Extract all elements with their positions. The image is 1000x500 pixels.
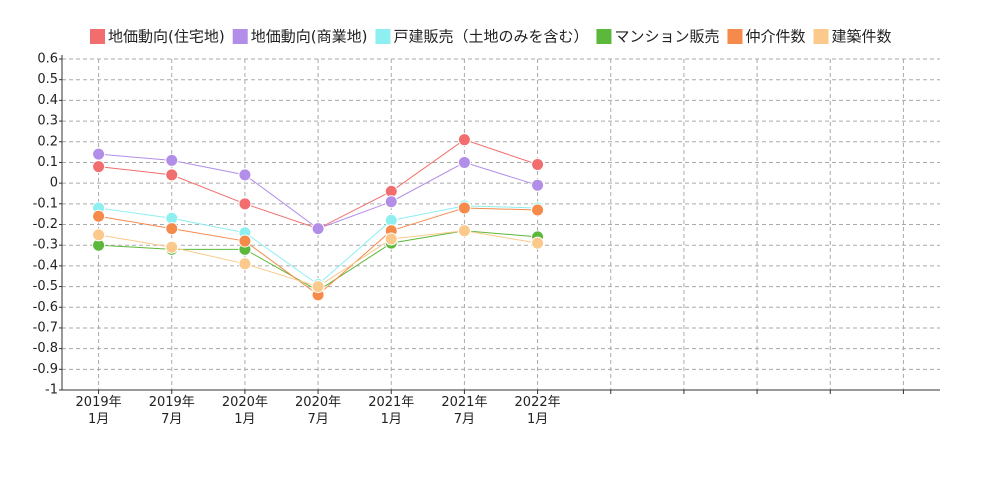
data-point xyxy=(384,195,398,209)
y-tick-label: 0.3 xyxy=(37,114,58,129)
data-point xyxy=(457,224,471,238)
data-point xyxy=(384,232,398,246)
y-tick-label: -0.6 xyxy=(33,300,58,315)
data-point xyxy=(92,209,106,223)
legend-swatch xyxy=(813,29,829,44)
data-point xyxy=(165,240,179,254)
data-point xyxy=(531,158,545,172)
y-tick-label: -0.3 xyxy=(33,238,58,253)
data-point xyxy=(238,168,252,182)
legend-label: 地価動向(住宅地) xyxy=(108,28,225,46)
data-point xyxy=(531,203,545,217)
legend-swatch xyxy=(232,29,248,44)
y-tick-label: 0.2 xyxy=(37,134,58,149)
legend-label: 建築件数 xyxy=(831,28,891,46)
y-tick-label: -0.8 xyxy=(33,341,58,356)
y-tick-label: -1 xyxy=(45,383,58,398)
x-tick-label: 2019年 1月 xyxy=(76,395,122,427)
x-tick-label: 2020年 7月 xyxy=(295,395,341,427)
data-point xyxy=(457,155,471,169)
x-tick-label: 2020年 1月 xyxy=(222,395,268,427)
data-point xyxy=(311,222,325,236)
legend-swatch xyxy=(596,29,612,44)
x-tick-label-line: 2020年 xyxy=(295,395,341,410)
y-tick-label: 0.5 xyxy=(37,72,58,87)
y-tick-label: -0.9 xyxy=(33,362,58,377)
data-point xyxy=(165,153,179,167)
y-tick-label: 0.1 xyxy=(37,155,58,170)
y-tick-label: -0.7 xyxy=(33,320,58,335)
x-tick-label-line: 7月 xyxy=(161,412,182,427)
x-tick-label-line: 7月 xyxy=(307,412,328,427)
y-tick-label: 0.6 xyxy=(37,52,58,67)
data-point xyxy=(531,178,545,192)
x-tick-label: 2019年 7月 xyxy=(149,395,195,427)
x-tick-label-line: 1月 xyxy=(527,412,548,427)
legend-swatch xyxy=(375,29,391,44)
y-tick-label: -0.4 xyxy=(33,258,58,273)
x-tick-label: 2022年 1月 xyxy=(515,395,561,427)
data-point xyxy=(165,168,179,182)
x-tick-label-line: 1月 xyxy=(234,412,255,427)
x-tick-label-line: 2022年 xyxy=(515,395,561,410)
data-point xyxy=(238,197,252,211)
legend-label: 戸建販売（土地のみを含む） xyxy=(393,28,588,46)
x-tick-label: 2021年 7月 xyxy=(441,395,487,427)
data-point xyxy=(92,228,106,242)
data-point xyxy=(311,280,325,294)
legend-swatch xyxy=(727,29,743,44)
data-point xyxy=(457,133,471,147)
y-tick-label: 0 xyxy=(50,176,58,191)
legend-label: 仲介件数 xyxy=(745,28,805,46)
x-tick-label-line: 2021年 xyxy=(441,395,487,410)
data-point xyxy=(165,222,179,236)
x-tick-label-line: 1月 xyxy=(381,412,402,427)
x-tick-label-line: 2020年 xyxy=(222,395,268,410)
data-point xyxy=(238,257,252,271)
y-tick-label: -0.5 xyxy=(33,279,58,294)
data-point xyxy=(457,201,471,215)
x-tick-label-line: 2019年 xyxy=(149,395,195,410)
x-tick-label-line: 2019年 xyxy=(76,395,122,410)
x-tick-label-line: 1月 xyxy=(88,412,109,427)
data-point xyxy=(92,147,106,161)
legend-swatch xyxy=(90,29,105,44)
x-tick-label-line: 2021年 xyxy=(368,395,414,410)
legend-label: マンション販売 xyxy=(614,28,719,46)
legend-label: 地価動向(商業地) xyxy=(251,28,368,46)
data-point xyxy=(238,234,252,248)
x-tick-label: 2021年 1月 xyxy=(368,395,414,427)
y-tick-label: -0.2 xyxy=(33,217,58,232)
data-point xyxy=(531,236,545,250)
y-tick-label: 0.4 xyxy=(37,93,58,108)
data-point xyxy=(92,160,106,174)
y-tick-label: -0.1 xyxy=(33,196,58,211)
x-tick-label-line: 7月 xyxy=(454,412,475,427)
